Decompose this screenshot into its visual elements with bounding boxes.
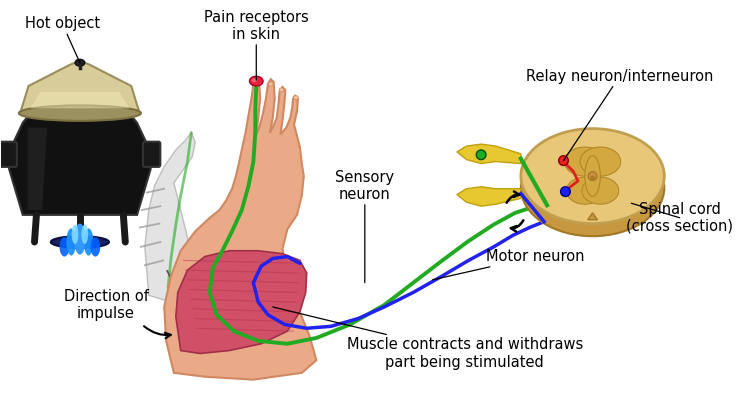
Polygon shape (144, 133, 195, 305)
Ellipse shape (588, 172, 597, 181)
Ellipse shape (566, 177, 603, 204)
Ellipse shape (90, 237, 100, 257)
Circle shape (561, 187, 571, 196)
Ellipse shape (67, 228, 76, 255)
Ellipse shape (253, 84, 258, 88)
Polygon shape (457, 144, 521, 164)
Ellipse shape (82, 225, 88, 244)
Polygon shape (27, 128, 47, 210)
Polygon shape (21, 61, 139, 111)
Ellipse shape (268, 82, 273, 86)
Ellipse shape (585, 156, 600, 196)
Ellipse shape (74, 224, 86, 255)
Polygon shape (588, 213, 597, 220)
Ellipse shape (84, 228, 93, 255)
Circle shape (559, 156, 568, 166)
Ellipse shape (582, 177, 619, 204)
Ellipse shape (19, 105, 141, 121)
Text: Direction of
impulse: Direction of impulse (64, 289, 148, 321)
Ellipse shape (72, 225, 79, 244)
Ellipse shape (75, 59, 84, 66)
Polygon shape (457, 187, 521, 206)
Ellipse shape (251, 78, 257, 82)
FancyBboxPatch shape (143, 142, 160, 167)
Polygon shape (30, 92, 130, 108)
Ellipse shape (580, 147, 621, 176)
Ellipse shape (51, 236, 109, 248)
Ellipse shape (250, 76, 263, 86)
Text: Relay neuron/interneuron: Relay neuron/interneuron (526, 69, 714, 161)
Text: Motor neuron: Motor neuron (433, 249, 585, 280)
Ellipse shape (521, 129, 664, 224)
Text: Pain receptors
in skin: Pain receptors in skin (204, 10, 309, 80)
Polygon shape (165, 79, 316, 380)
Ellipse shape (565, 147, 605, 176)
Ellipse shape (590, 175, 595, 181)
FancyBboxPatch shape (0, 142, 17, 167)
Ellipse shape (293, 96, 299, 99)
Text: Hot object: Hot object (25, 17, 100, 63)
Circle shape (476, 150, 486, 160)
Ellipse shape (521, 139, 664, 236)
Text: Spinal cord
(cross section): Spinal cord (cross section) (626, 202, 734, 234)
Polygon shape (9, 113, 150, 215)
Text: Muscle contracts and withdraws
part being stimulated: Muscle contracts and withdraws part bein… (273, 307, 582, 369)
Ellipse shape (59, 237, 69, 257)
Polygon shape (176, 251, 307, 354)
Ellipse shape (279, 88, 284, 92)
Text: Sensory
neuron: Sensory neuron (335, 169, 394, 283)
